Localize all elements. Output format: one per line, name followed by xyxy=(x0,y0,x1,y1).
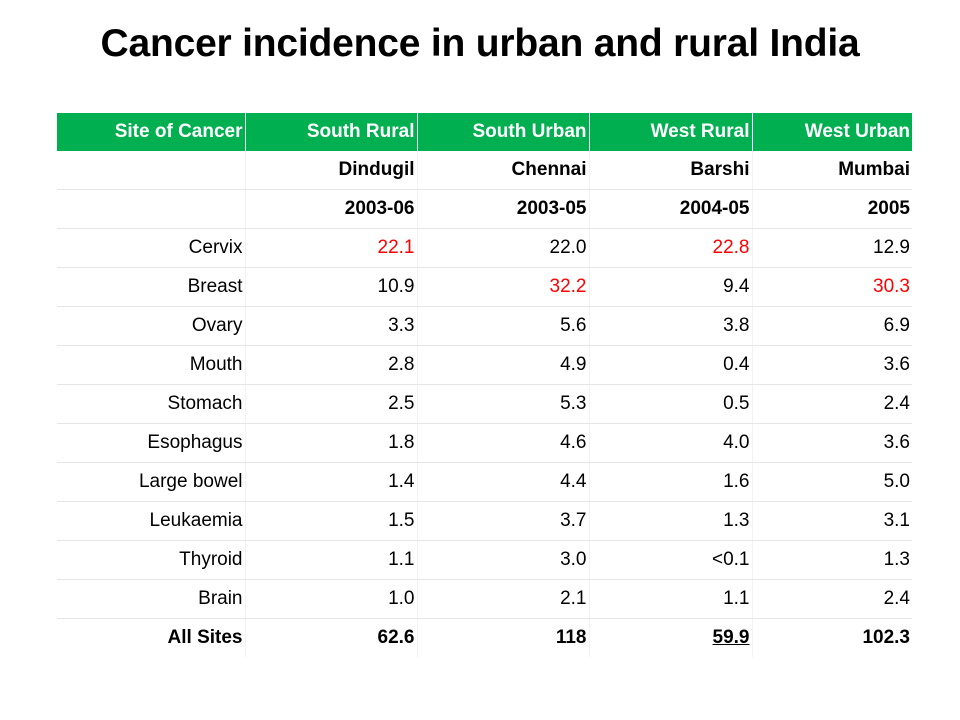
table-row-mouth: Mouth 2.8 4.9 0.4 3.6 xyxy=(57,345,912,385)
table-row-esophagus: Esophagus 1.8 4.6 4.0 3.6 xyxy=(57,423,912,463)
site-label: Brain xyxy=(57,579,246,619)
table-cell: 1.4 xyxy=(245,462,418,502)
table-row-stomach: Stomach 2.5 5.3 0.5 2.4 xyxy=(57,384,912,424)
table-cell: 59.9 xyxy=(589,618,753,657)
site-label: Thyroid xyxy=(57,540,246,580)
table-cell: 3.8 xyxy=(589,306,753,346)
table-cell: 30.3 xyxy=(752,267,912,307)
table-cell: 2003-06 xyxy=(245,189,418,229)
table-cell: 22.8 xyxy=(589,228,753,268)
table-cell: <0.1 xyxy=(589,540,753,580)
table-cell: 2.4 xyxy=(752,384,912,424)
table-cell: 2.4 xyxy=(752,579,912,619)
table-cell: 2004-05 xyxy=(589,189,753,229)
period-row: 2003-06 2003-05 2004-05 2005 xyxy=(57,189,912,229)
table-cell: 32.2 xyxy=(417,267,590,307)
table-cell: 2003-05 xyxy=(417,189,590,229)
table-cell: 62.6 xyxy=(245,618,418,657)
table-cell: 118 xyxy=(417,618,590,657)
table-cell: 102.3 xyxy=(862,627,910,648)
table-cell: 3.1 xyxy=(752,501,912,541)
table-cell: 3.6 xyxy=(752,423,912,463)
table-cell: 2.1 xyxy=(417,579,590,619)
table-cell: 1.1 xyxy=(245,540,418,580)
site-label: Ovary xyxy=(57,306,246,346)
table-row-breast: Breast 10.9 32.2 9.4 30.3 xyxy=(57,267,912,307)
table-cell: 1.3 xyxy=(589,501,753,541)
table-cell: 4.6 xyxy=(417,423,590,463)
header-south-rural: South Rural xyxy=(245,113,418,151)
table-row-all-sites: All Sites 62.6 118 59.9 102.3 xyxy=(57,618,912,657)
site-label: Mouth xyxy=(57,345,246,385)
table-cell: 22.0 xyxy=(417,228,590,268)
site-label: Leukaemia xyxy=(57,501,246,541)
table-cell: 2005 xyxy=(752,189,912,229)
table-cell: 1.5 xyxy=(245,501,418,541)
table-cell: 3.0 xyxy=(417,540,590,580)
site-label: Cervix xyxy=(57,228,246,268)
table-cell xyxy=(57,151,246,190)
site-label: Stomach xyxy=(57,384,246,424)
table-cell: 10.9 xyxy=(245,267,418,307)
table-cell: 12.9 xyxy=(752,228,912,268)
table-row-brain: Brain 1.0 2.1 1.1 2.4 xyxy=(57,579,912,619)
table-cell: Mumbai xyxy=(752,151,912,190)
table-cell: 1.6 xyxy=(589,462,753,502)
header-west-rural: West Rural xyxy=(589,113,753,151)
table-cell: 1.3 xyxy=(752,540,912,580)
table-row-leukaemia: Leukaemia 1.5 3.7 1.3 3.1 xyxy=(57,501,912,541)
table-cell: 5.6 xyxy=(417,306,590,346)
table-row-cervix: Cervix 22.1 22.0 22.8 12.9 xyxy=(57,228,912,268)
site-label: All Sites xyxy=(57,618,246,657)
table-cell: 2.8 xyxy=(245,345,418,385)
table-cell: 4.9 xyxy=(417,345,590,385)
table-cell: 5.0 xyxy=(752,462,912,502)
table-cell: Chennai xyxy=(417,151,590,190)
table-cell: 6.9 xyxy=(752,306,912,346)
table-cell: 1.0 xyxy=(245,579,418,619)
table-row-ovary: Ovary 3.3 5.6 3.8 6.9 xyxy=(57,306,912,346)
table-cell: 1.1 xyxy=(589,579,753,619)
header-west-urban: West Urban xyxy=(752,113,912,151)
table-cell: 1.8 xyxy=(245,423,418,463)
table-cell: 3.7 xyxy=(417,501,590,541)
header-row: Site of Cancer South Rural South Urban W… xyxy=(57,113,912,151)
header-south-urban: South Urban xyxy=(417,113,590,151)
page-title: Cancer incidence in urban and rural Indi… xyxy=(100,22,860,65)
site-label: Esophagus xyxy=(57,423,246,463)
table-cell xyxy=(57,189,246,229)
table-cell: 3.6 xyxy=(752,345,912,385)
table-cell: 4.0 xyxy=(589,423,753,463)
table-row-large-bowel: Large bowel 1.4 4.4 1.6 5.0 xyxy=(57,462,912,502)
table-cell: 5.3 xyxy=(417,384,590,424)
site-label: Large bowel xyxy=(57,462,246,502)
table-row-thyroid: Thyroid 1.1 3.0 <0.1 1.3 xyxy=(57,540,912,580)
table-cell: Dindugil xyxy=(245,151,418,190)
table-cell: 2.5 xyxy=(245,384,418,424)
site-label: Breast xyxy=(57,267,246,307)
table-cell: 0.5 xyxy=(589,384,753,424)
table-cell: 9.4 xyxy=(589,267,753,307)
table-cell: 0.4 xyxy=(589,345,753,385)
table-cell: 22.1 xyxy=(245,228,418,268)
table-cell: Barshi xyxy=(589,151,753,190)
city-row: Dindugil Chennai Barshi Mumbai xyxy=(57,151,912,190)
header-site: Site of Cancer xyxy=(57,113,246,151)
cancer-incidence-table: Site of Cancer South Rural South Urban W… xyxy=(57,113,912,657)
table-cell: 4.4 xyxy=(417,462,590,502)
table-cell: 3.3 xyxy=(245,306,418,346)
